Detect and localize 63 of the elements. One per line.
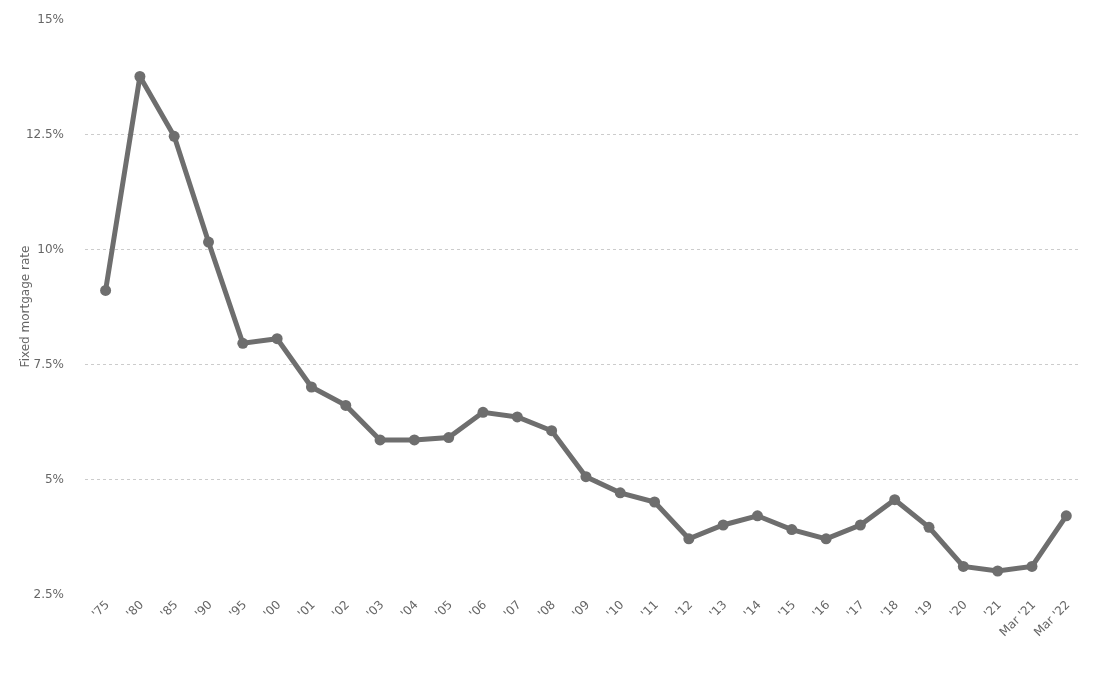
point [134, 71, 146, 82]
x-tick-label: '12 [672, 597, 696, 621]
x-tick-label: '08 [534, 597, 558, 621]
x-tick-label: '03 [363, 597, 387, 621]
x-tick-label: '21 [980, 597, 1005, 621]
point [683, 533, 695, 545]
point [889, 494, 901, 506]
point [511, 411, 523, 423]
point [203, 236, 215, 248]
x-tick-label: '00 [260, 597, 284, 621]
point [717, 519, 729, 531]
point [1026, 560, 1038, 572]
point [443, 432, 455, 444]
x-tick-label: '85 [157, 597, 181, 621]
point [305, 381, 317, 393]
x-tick-label: '95 [226, 597, 250, 621]
point [340, 399, 352, 411]
x-tick-label: '90 [191, 597, 215, 621]
y-axis-title: Fixed mortgage rate [17, 245, 32, 368]
y-tick-label: 12.5% [25, 127, 64, 142]
x-tick-label: '80 [123, 597, 147, 621]
point [1060, 510, 1072, 522]
point [237, 337, 249, 349]
x-tick-label: '20 [946, 597, 970, 621]
x-tick-label: '06 [466, 597, 490, 621]
x-tick-label: '15 [775, 597, 799, 621]
y-tick-label: 5% [44, 472, 64, 487]
point [374, 434, 386, 446]
x-tick-label: '16 [809, 597, 833, 621]
point [649, 496, 661, 508]
point [271, 333, 283, 345]
y-tick-label: 2.5% [33, 587, 64, 602]
point [408, 434, 420, 446]
y-tick-label: 7.5% [33, 357, 64, 372]
x-tick-label: '19 [912, 597, 936, 621]
y-tick-label: 10% [37, 242, 64, 257]
point [786, 524, 798, 536]
point [614, 487, 626, 499]
point [546, 425, 558, 437]
point [477, 406, 489, 418]
x-tick-label: '17 [843, 597, 867, 621]
point [751, 510, 763, 522]
point [580, 471, 592, 483]
x-tick-label: '07 [500, 597, 524, 621]
x-tick-label: '01 [294, 597, 318, 621]
point [992, 565, 1004, 577]
point [100, 284, 112, 296]
x-tick-label: '04 [397, 597, 421, 621]
x-tick-label: '11 [637, 597, 661, 621]
x-tick-label: '75 [88, 597, 112, 621]
x-tick-label: '02 [329, 597, 353, 621]
x-tick-label: '09 [569, 597, 593, 621]
x-tick-label: '05 [432, 597, 456, 621]
x-tick-label: '13 [706, 597, 730, 621]
x-tick-label: '14 [740, 597, 764, 621]
x-tick-label: '10 [603, 597, 627, 621]
x-tick-label: '18 [878, 597, 902, 621]
point [854, 519, 866, 531]
point [923, 521, 935, 533]
point [168, 130, 180, 142]
point [957, 560, 969, 572]
y-tick-label: 15% [37, 12, 64, 27]
point [820, 533, 832, 545]
